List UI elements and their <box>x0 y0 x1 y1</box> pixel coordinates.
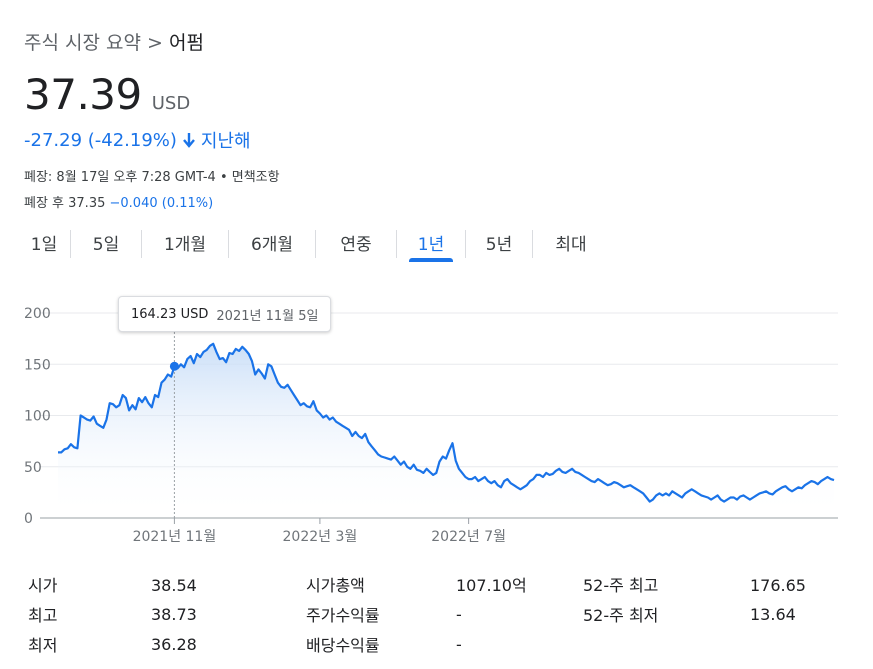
tab-divider <box>315 230 316 258</box>
after-hours-info: 폐장 후 37.35 −0.040 (0.11%) <box>24 192 213 211</box>
x-tick-label: 2022년 7월 <box>431 529 506 545</box>
stat-value-market-cap: 107.10억 <box>456 576 527 595</box>
hover-point <box>169 361 179 371</box>
price-change-row: -27.29 (-42.19%) 지난해 <box>24 127 251 153</box>
after-hours-label: 폐장 후 37.35 <box>24 196 106 211</box>
y-tick-label: 200 <box>24 306 51 322</box>
tooltip-date: 2021년 11월 5일 <box>216 308 319 324</box>
stat-label-52w-low: 52-주 최저 <box>583 606 659 625</box>
after-hours-change: −0.040 (0.11%) <box>109 196 214 211</box>
stat-value-open: 38.54 <box>151 576 197 595</box>
y-tick-label: 150 <box>24 357 51 373</box>
tab-divider <box>532 230 533 258</box>
stat-value-dividend-yield: - <box>456 635 462 654</box>
tab-1y[interactable]: 1년 <box>409 224 453 264</box>
y-tick-label: 100 <box>24 409 51 425</box>
price-line <box>58 342 835 503</box>
stat-label-52w-high: 52-주 최고 <box>583 576 659 595</box>
arrow-down-icon <box>183 133 195 148</box>
range-tabs: 1일 5일 1개월 6개월 연중 1년 5년 최대 <box>18 224 609 264</box>
breadcrumb-separator: > <box>147 32 163 54</box>
price-chart[interactable]: 0 50 100 150 200 2021년 11월 2022년 3월 2022년 7월 <box>0 290 873 550</box>
tab-divider <box>396 230 397 258</box>
tab-divider <box>70 230 71 258</box>
stat-value-52w-high: 176.65 <box>750 576 806 595</box>
tab-5d[interactable]: 5일 <box>92 235 120 255</box>
stat-value-pe-ratio: - <box>456 605 462 624</box>
tab-5y[interactable]: 5년 <box>485 235 513 255</box>
tab-1m[interactable]: 1개월 <box>163 235 207 255</box>
stat-label-low: 최저 <box>28 636 58 655</box>
tab-6m[interactable]: 6개월 <box>250 235 294 255</box>
price-area <box>58 343 834 518</box>
currency-code: USD <box>151 93 191 114</box>
stat-label-market-cap: 시가총액 <box>306 576 365 595</box>
price-change: -27.29 (-42.19%) <box>24 129 177 151</box>
stat-value-low: 36.28 <box>151 635 197 654</box>
chart-tooltip: 164.23 USD 2021년 11월 5일 <box>118 296 332 332</box>
change-period: 지난해 <box>200 131 251 152</box>
stat-label-open: 시가 <box>28 576 58 595</box>
tab-divider <box>141 230 142 258</box>
tab-divider <box>228 230 229 258</box>
x-tick-label: 2021년 11월 <box>133 529 217 545</box>
tooltip-price: 164.23 USD <box>131 306 209 322</box>
breadcrumb: 주식 시장 요약 > 어펌 <box>24 28 204 55</box>
breadcrumb-current: 어펌 <box>168 32 204 54</box>
current-price: 37.39 <box>24 70 142 119</box>
stat-value-52w-low: 13.64 <box>750 605 796 624</box>
tab-divider <box>465 230 466 258</box>
price-row: 37.39 USD <box>24 70 190 119</box>
tab-ytd[interactable]: 연중 <box>340 235 372 255</box>
y-tick-label: 0 <box>24 511 33 527</box>
breadcrumb-prefix[interactable]: 주식 시장 요약 <box>24 32 141 54</box>
stat-label-high: 최고 <box>28 606 58 625</box>
closing-info: 폐장: 8월 17일 오후 7:28 GMT-4 • 면책조항 <box>24 170 280 185</box>
y-tick-label: 50 <box>24 460 42 476</box>
x-tick-label: 2022년 3월 <box>283 529 358 545</box>
tab-max[interactable]: 최대 <box>555 235 587 255</box>
tab-1d[interactable]: 1일 <box>30 235 58 255</box>
stat-value-high: 38.73 <box>151 605 197 624</box>
stat-label-dividend-yield: 배당수익률 <box>306 636 380 655</box>
stat-label-pe-ratio: 주가수익률 <box>306 606 380 625</box>
